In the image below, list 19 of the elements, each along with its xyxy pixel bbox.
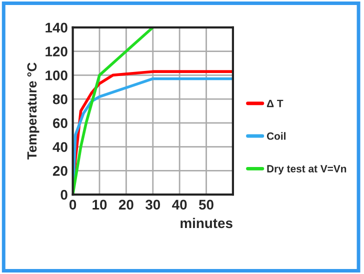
- x-tick-label: 40: [172, 200, 187, 210]
- y-tick-label: 20: [52, 166, 68, 176]
- y-tick-label: 80: [52, 94, 68, 104]
- y-tick-label: 100: [46, 70, 68, 80]
- x-tick-label: 50: [198, 200, 214, 210]
- y-tick-label: 60: [53, 118, 68, 128]
- legend-label: Coil: [266, 132, 286, 140]
- y-axis-title: Temperature °C: [27, 62, 40, 160]
- y-tick-label: 140: [46, 22, 68, 33]
- x-tick-label: 30: [145, 200, 160, 210]
- x-tick-label: 20: [118, 200, 134, 210]
- y-tick-label: 40: [52, 142, 68, 152]
- x-tick-label: 10: [92, 200, 107, 210]
- y-tick-label: 0: [60, 190, 68, 200]
- y-tick-label: 120: [46, 46, 68, 56]
- x-axis-title: minutes: [180, 218, 232, 228]
- x-tick-label: 0: [69, 200, 76, 210]
- legend-label: Dry test at V=Vn: [267, 165, 346, 174]
- legend-label: Δ T: [266, 100, 284, 108]
